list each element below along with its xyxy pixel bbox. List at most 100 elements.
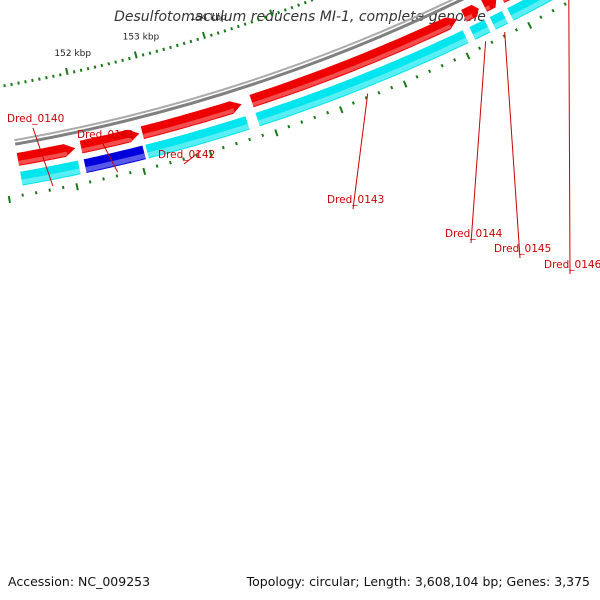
gene-label-dred_0141: Dred_0141: [77, 129, 134, 141]
cds-shine-dred_0145: [493, 18, 508, 29]
feature-tick: [115, 174, 119, 178]
scale-tick: [162, 47, 166, 52]
scale-tick: [269, 9, 274, 17]
scale-tick: [148, 51, 152, 55]
feature-tick: [313, 115, 317, 120]
cds-shine-dred_0143: [257, 37, 469, 126]
scale-label-kbp: 154 kbp: [190, 13, 227, 23]
feature-tick: [102, 177, 105, 181]
gene-label-dred_0146: Dred_0146: [544, 259, 600, 271]
cds-dred_0141: [83, 145, 146, 173]
feature-tick: [339, 106, 344, 114]
scale-tick: [297, 3, 301, 7]
gene-arrow-dred_0144: [461, 4, 479, 22]
scale-tick: [155, 49, 159, 53]
feature-tick: [326, 110, 330, 115]
feature-tick: [221, 145, 225, 150]
genome-backbone: [14, 0, 465, 146]
scale-tick: [133, 51, 138, 59]
feature-tick: [453, 58, 457, 62]
scale-label-kbp: 152 kbp: [54, 49, 91, 59]
feature-tick: [274, 129, 279, 137]
scale-tick: [79, 68, 83, 72]
feature-tick: [235, 141, 238, 146]
scale-tick: [277, 10, 281, 15]
gene-arrow-dred_0141: [79, 129, 140, 154]
gene-label-dred_0140: Dred_0140: [7, 113, 64, 125]
feature-tick: [514, 28, 519, 32]
feature-tick: [477, 46, 482, 51]
cds-dred_0142: [145, 116, 250, 159]
scale-tick: [283, 8, 287, 12]
scale-tick: [257, 17, 260, 22]
scale-tick: [45, 76, 48, 80]
scale-tick: [223, 29, 227, 33]
cds-shine-dred_0144: [472, 27, 490, 39]
leader-line-dred_0141: [102, 143, 119, 173]
scale-tick: [93, 65, 97, 69]
cds-dred_0140: [20, 160, 81, 186]
feature-tick: [415, 75, 419, 79]
gene-arrow-dred_0140: [16, 144, 76, 166]
scale-tick: [141, 53, 145, 57]
scale-tick: [201, 31, 206, 39]
feature-tick: [34, 191, 38, 195]
feature-tick: [465, 52, 471, 60]
feature-tick: [182, 157, 185, 161]
feature-tick: [377, 91, 381, 95]
gene-arrow-dred_0145: [481, 0, 497, 12]
feature-tick: [351, 101, 355, 105]
scale-tick: [100, 63, 104, 68]
cds-dred_0143: [255, 30, 469, 127]
map-title: Desulfotomaculum reducens MI-1, complete…: [114, 9, 486, 25]
scale-tick: [107, 62, 111, 66]
feature-tick: [7, 195, 11, 204]
feature-tick: [21, 193, 24, 197]
scale-tick: [303, 0, 307, 5]
gene-label-dred_0142: Dred_0142: [158, 149, 215, 161]
feature-tick: [364, 96, 368, 100]
genome-stats-text: Topology: circular; Length: 3,608,104 bp…: [246, 574, 590, 589]
scale-tick: [121, 58, 124, 63]
gene-arrow-dred_0143: [249, 17, 458, 108]
scale-tick: [86, 66, 90, 71]
leader-line-dred_0146: [568, 0, 571, 275]
gene-arrow-shine-dred_0142: [142, 108, 235, 138]
feature-tick: [208, 149, 213, 158]
feature-ticks: [7, 2, 567, 204]
cds-track: [20, 0, 553, 186]
feature-tick: [75, 183, 79, 191]
gene-label-dred_0145: Dred_0145: [494, 243, 551, 255]
cds-shine-dred_0140: [21, 168, 81, 185]
leader-line-dred_0140: [32, 127, 54, 187]
feature-tick: [539, 15, 543, 19]
scale-tick: [24, 80, 27, 84]
scale-tick: [52, 74, 55, 78]
gene-labels: Dred_0140 Dred_0141 Dred_0142 Dred_0143 Dred…: [7, 0, 600, 275]
leader-line-dred_0143: [352, 93, 369, 210]
feature-tick: [129, 171, 132, 175]
gene-arrow-shine-dred_0144: [464, 13, 474, 21]
feature-tick: [428, 69, 432, 74]
feature-tick: [169, 160, 172, 165]
cds-shine-dred_0141: [85, 153, 146, 172]
backbone-outer: [14, 0, 455, 142]
scale-tick: [310, 0, 314, 2]
scale-tick: [196, 37, 200, 42]
scale-tick: [209, 33, 213, 37]
gene-label-dred_0143: Dred_0143: [327, 194, 384, 206]
gene-arrow-shine-dred_0146: [502, 0, 509, 3]
scale-tick: [169, 45, 172, 50]
feature-tick: [88, 180, 92, 184]
scale-tick: [128, 56, 131, 61]
leader-line-dred_0142: [183, 150, 202, 165]
scale-tick: [263, 15, 267, 20]
scale-tick: [182, 41, 186, 46]
feature-tick: [48, 188, 51, 192]
cds-dred_0144: [469, 19, 491, 40]
cds-dred_0146: [507, 0, 553, 21]
gene-arrow-dred_0146: [502, 0, 511, 3]
gene-arrow-shine-dred_0143: [252, 24, 452, 107]
cds-shine-dred_0146: [510, 0, 551, 20]
